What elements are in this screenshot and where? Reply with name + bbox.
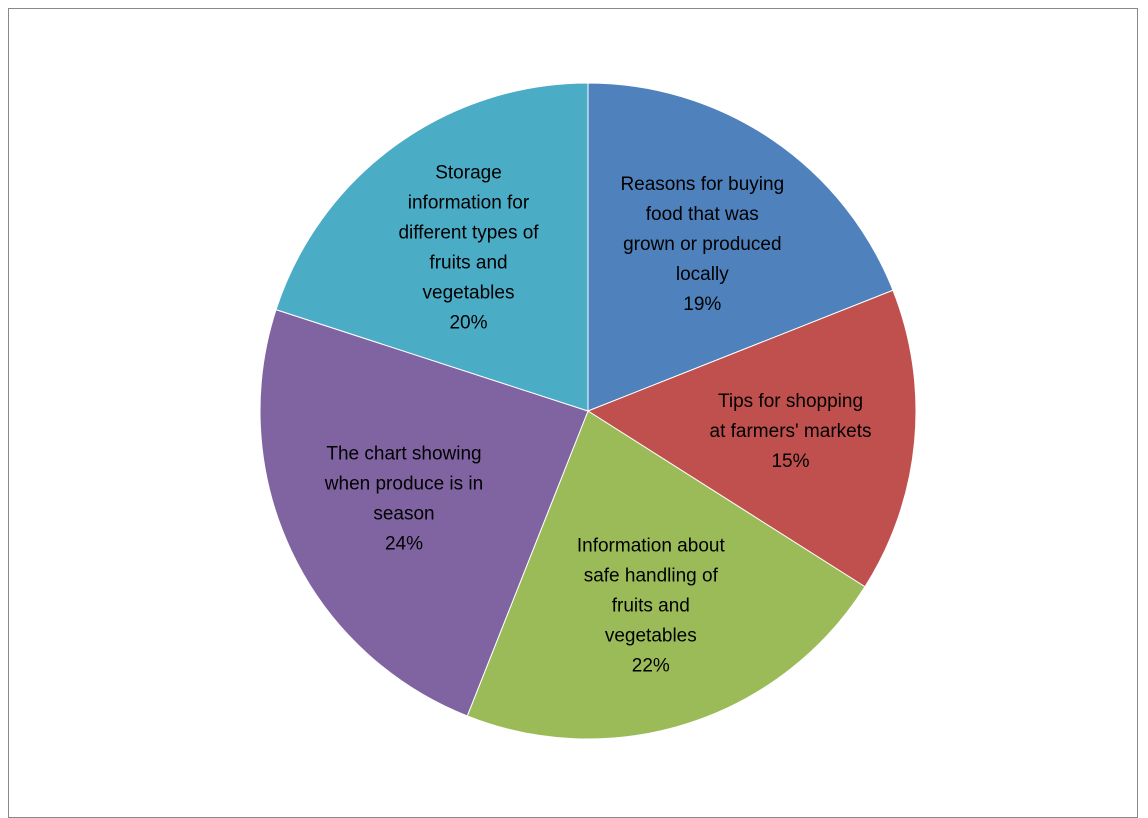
pie-slice-information-about-safe-handling-of-fruits-and-vegetables (466, 410, 866, 740)
pie-slices (259, 82, 917, 740)
data-label-line: fruits and (429, 253, 507, 274)
data-label-line: The chart showing (326, 444, 481, 465)
pie-labels: Reasons for buying food that was grown or … (324, 163, 872, 677)
data-label-percent: 19% (683, 294, 721, 315)
data-label-percent: 20% (449, 313, 487, 334)
pie-slice-tips-for-shopping-at-farmers-markets (586, 289, 917, 588)
data-label-line: Reasons for buying (620, 174, 784, 195)
data-label-line: vegetables (423, 283, 515, 304)
data-label-line: at farmers' markets (710, 421, 872, 442)
data-label-line: Tips for shopping (718, 391, 863, 412)
data-label-line: information for (408, 193, 530, 214)
data-label-the-chart-showing-when-produce-is-in-season: The chart showing when produce is in seaso… (324, 444, 483, 555)
data-label-line: different types of (398, 223, 539, 244)
data-label-reasons-for-buying-food-that-was-grown-or-produced-locally: Reasons for buying food that was grown or … (620, 174, 784, 315)
data-label-line: safe handling of (584, 565, 719, 586)
data-label-storage-information-for-different-types-of-fruits-and-vegetables: Storage information for different types of… (398, 163, 539, 334)
data-label-line: grown or produced (623, 234, 781, 255)
data-label-line: when produce is in (324, 474, 483, 495)
data-label-percent: 15% (771, 451, 809, 472)
data-label-percent: 22% (632, 655, 670, 676)
data-label-line: locally (676, 264, 729, 285)
pie-slice-storage-information-for-different-types-of-fruits-and-vegetables (275, 82, 589, 412)
data-label-line: Storage (435, 163, 502, 184)
data-label-tips-for-shopping-at-farmers-markets: Tips for shopping at farmers' markets 15% (710, 391, 872, 472)
pie-slice-reasons-for-buying-food-that-was-grown-or-produced-locally (587, 82, 894, 412)
data-label-information-about-safe-handling-of-fruits-and-vegetables: Information about safe handling of fruits … (577, 535, 726, 676)
data-label-line: food that was (646, 204, 759, 225)
data-label-line: Information about (577, 535, 726, 556)
pie-slice-the-chart-showing-when-produce-is-in-season (259, 309, 589, 717)
data-label-line: fruits and (612, 595, 690, 616)
data-label-line: vegetables (605, 625, 697, 646)
data-label-line: season (373, 504, 434, 525)
data-label-percent: 24% (385, 534, 423, 555)
